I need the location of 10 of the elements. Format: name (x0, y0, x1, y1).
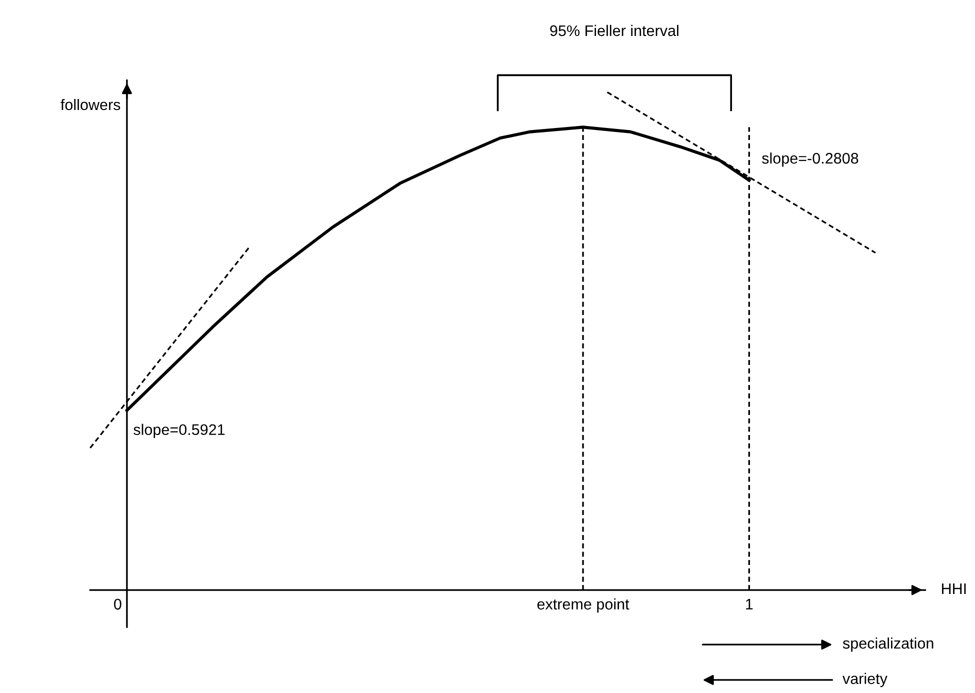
text: variety (842, 672, 888, 688)
annotation: slope=0.5921 (134, 424, 225, 438)
text: 95% Fieller interval (550, 24, 678, 36)
x-axis-title: HHI (942, 583, 966, 594)
annotation: slope=-0.2808 (762, 152, 858, 167)
text: specialization (842, 637, 934, 652)
y-axis-title: followers (60, 98, 120, 110)
x-tick-label: extreme point (537, 598, 630, 613)
x-tick-label: 0 (114, 598, 122, 610)
x-tick-label: 1 (746, 598, 753, 610)
